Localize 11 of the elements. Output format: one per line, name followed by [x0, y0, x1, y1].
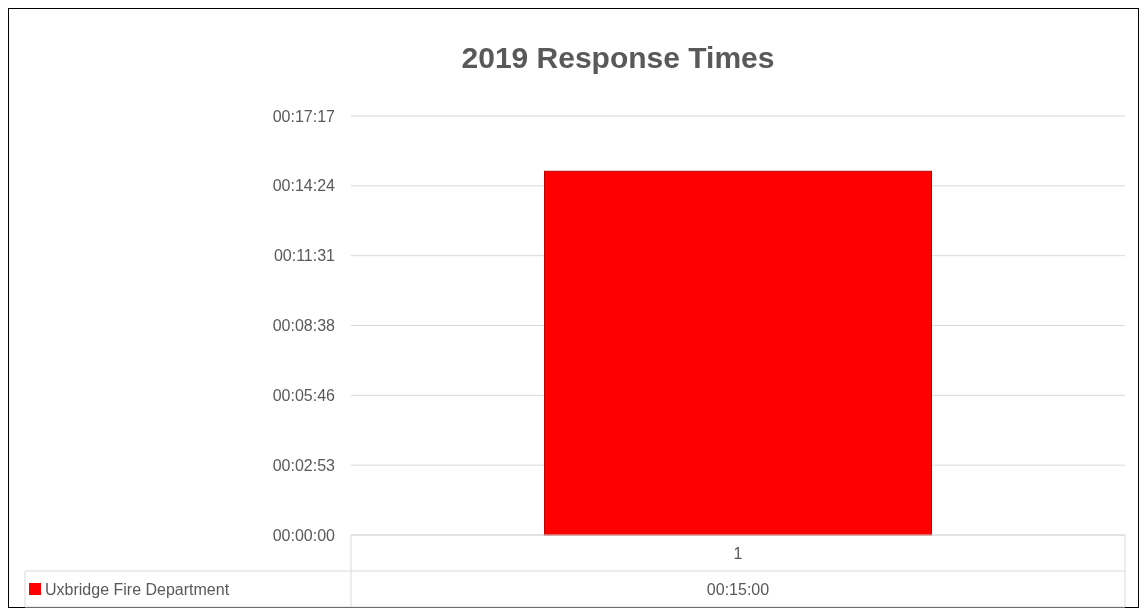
legend-label: Uxbridge Fire Department [45, 580, 230, 598]
chart-title: 2019 Response Times [461, 41, 775, 74]
y-tick-label: 00:02:53 [272, 456, 336, 474]
y-tick-label: 00:05:46 [272, 386, 336, 404]
data-label: 00:15:00 [706, 580, 770, 598]
y-tick-label: 00:11:31 [273, 247, 336, 265]
x-tick-label: 1 [733, 544, 743, 562]
y-tick-label: 00:17:17 [272, 107, 336, 125]
y-tick-label: 00:14:24 [272, 177, 336, 195]
y-tick-label: 00:00:00 [272, 526, 336, 544]
y-tick-label: 00:08:38 [272, 317, 336, 335]
